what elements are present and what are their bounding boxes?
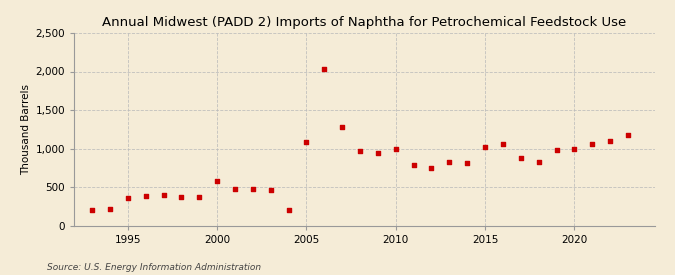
Point [265, 188, 276, 192]
Point [587, 142, 597, 147]
Point [408, 163, 419, 168]
Point [319, 67, 329, 72]
Point [122, 196, 133, 200]
Point [212, 179, 223, 183]
Point [533, 160, 544, 164]
Point [86, 208, 97, 212]
Point [569, 146, 580, 151]
Point [462, 161, 472, 165]
Y-axis label: Thousand Barrels: Thousand Barrels [22, 84, 32, 175]
Point [390, 147, 401, 152]
Point [605, 139, 616, 143]
Point [337, 125, 348, 130]
Point [194, 195, 205, 200]
Point [105, 207, 115, 211]
Point [158, 193, 169, 198]
Point [444, 160, 455, 164]
Point [497, 142, 508, 146]
Point [622, 133, 633, 137]
Point [176, 194, 187, 199]
Title: Annual Midwest (PADD 2) Imports of Naphtha for Petrochemical Feedstock Use: Annual Midwest (PADD 2) Imports of Napht… [103, 16, 626, 29]
Point [284, 208, 294, 213]
Point [551, 147, 562, 152]
Point [140, 194, 151, 198]
Point [426, 166, 437, 170]
Point [354, 148, 365, 153]
Point [248, 186, 259, 191]
Point [516, 156, 526, 160]
Point [373, 151, 383, 155]
Point [480, 145, 491, 150]
Point [230, 187, 240, 191]
Point [301, 139, 312, 144]
Text: Source: U.S. Energy Information Administration: Source: U.S. Energy Information Administ… [47, 263, 261, 272]
